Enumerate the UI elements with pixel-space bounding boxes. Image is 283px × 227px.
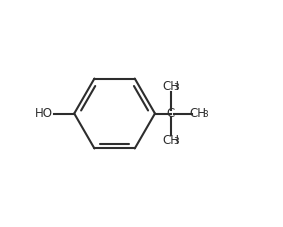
Text: CH: CH xyxy=(162,134,179,147)
Text: CH: CH xyxy=(189,107,206,120)
Text: 3: 3 xyxy=(173,83,179,92)
Text: CH: CH xyxy=(162,80,179,93)
Text: HO: HO xyxy=(35,107,53,120)
Text: 3: 3 xyxy=(173,137,179,146)
Text: 3: 3 xyxy=(203,110,208,119)
Text: C: C xyxy=(166,107,175,120)
